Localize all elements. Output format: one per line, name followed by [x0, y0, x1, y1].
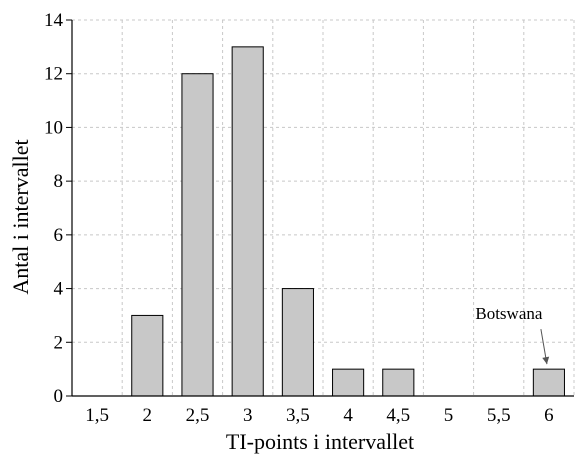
y-tick-label: 6: [54, 225, 64, 246]
bar-2: [131, 314, 164, 397]
y-tick-labels: 0 2 4 6 8 10 12 14: [44, 10, 64, 407]
bar-4: [332, 368, 365, 397]
y-axis-title: Antal i intervallet: [8, 139, 33, 294]
x-tick-label: 2,5: [186, 405, 210, 426]
x-axis-title: TI-points i intervallet: [226, 429, 414, 454]
x-tick-label: 5,5: [487, 405, 511, 426]
grid-lines: [72, 19, 575, 396]
y-tick-label: 4: [54, 279, 64, 300]
y-tick-label: 14: [44, 10, 64, 31]
y-tick-label: 0: [54, 386, 64, 407]
bar-6: [532, 368, 565, 397]
annotations: Botswana: [475, 304, 550, 365]
bars: [131, 46, 565, 397]
x-tick-label: 3,5: [286, 405, 310, 426]
x-tick-label: 3: [243, 405, 253, 426]
bar-2-5: [181, 73, 214, 397]
bar-4-5: [382, 368, 415, 397]
annotation-label: Botswana: [475, 304, 543, 323]
bar-3: [231, 46, 264, 397]
bar-3-5: [281, 288, 314, 397]
x-tick-label: 4: [343, 405, 353, 426]
y-tick-label: 8: [54, 171, 64, 192]
x-tick-label: 4,5: [386, 405, 410, 426]
y-tick-label: 12: [44, 64, 63, 85]
annotation-arrowhead: [542, 356, 550, 365]
axes: [66, 19, 574, 397]
x-tick-label: 2: [143, 405, 153, 426]
x-tick-label: 6: [544, 405, 554, 426]
x-tick-label: 1,5: [85, 405, 109, 426]
y-tick-label: 10: [44, 117, 63, 138]
y-tick-label: 2: [54, 332, 64, 353]
x-tick-label: 5: [444, 405, 454, 426]
x-tick-labels: 1,5 2 2,5 3 3,5 4 4,5 5 5,5 6: [85, 405, 553, 426]
